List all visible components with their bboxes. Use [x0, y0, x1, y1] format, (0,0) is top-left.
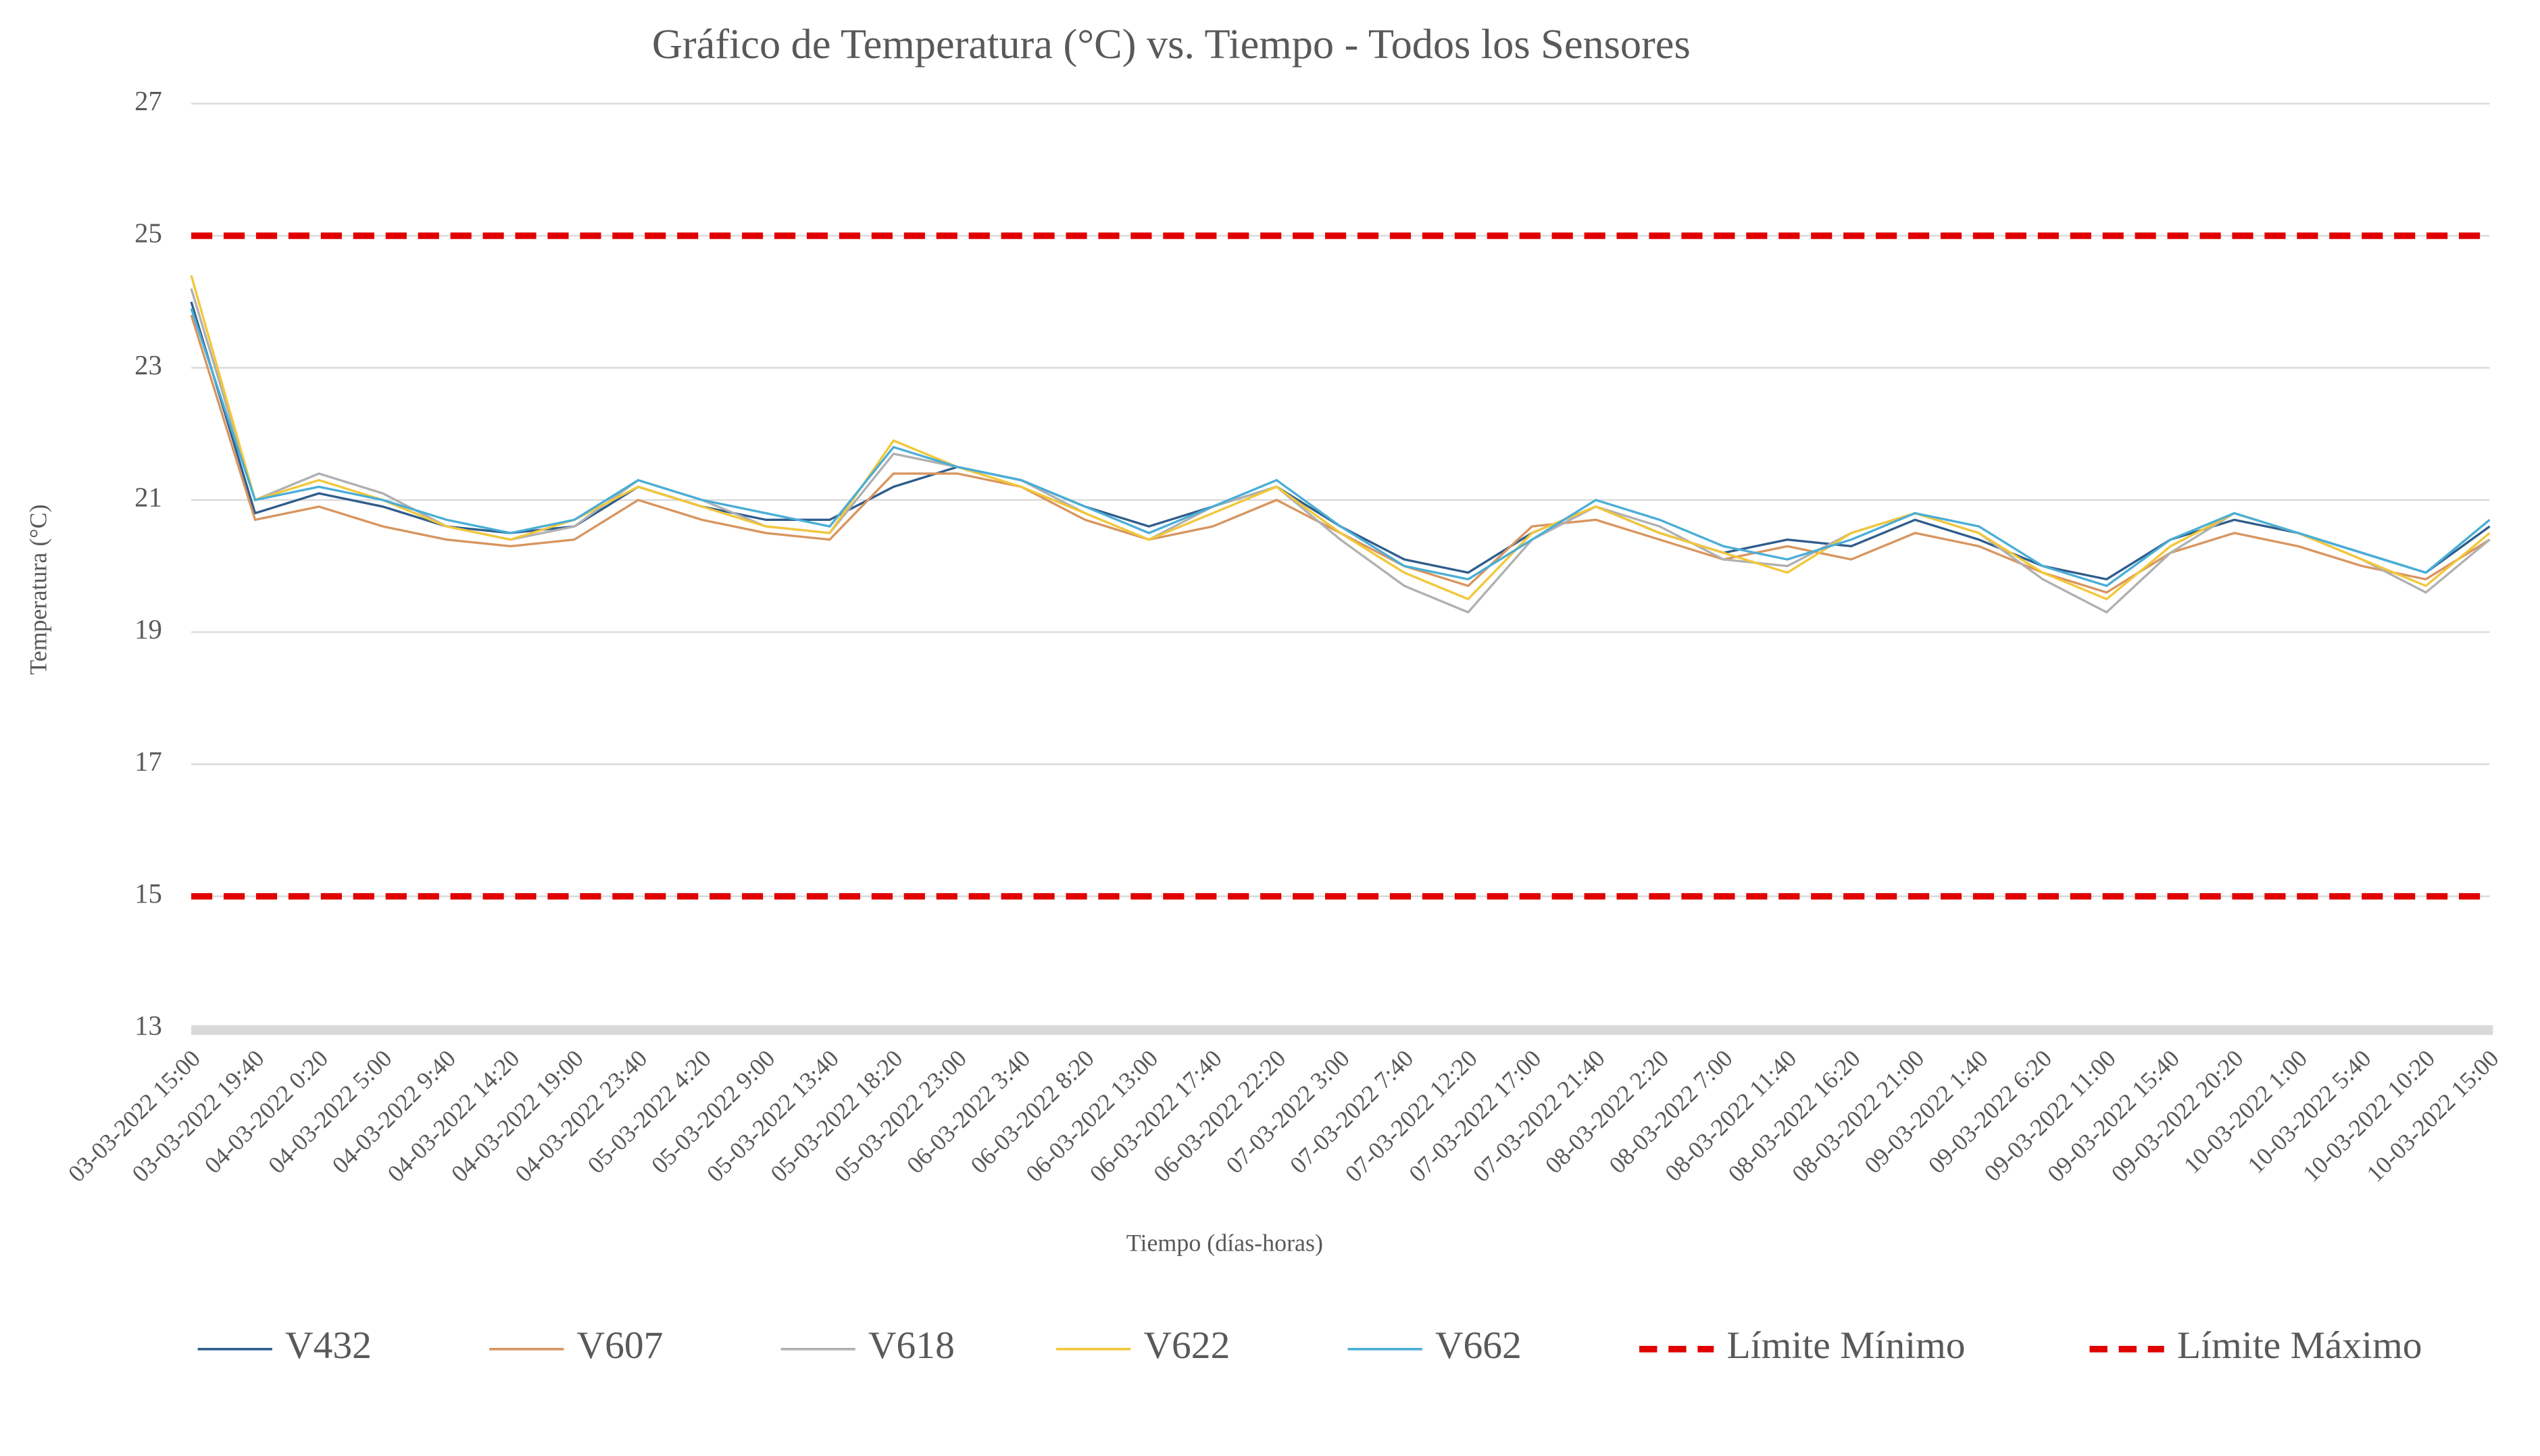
- legend-label: V662: [1435, 1324, 1522, 1367]
- series-line: [190, 307, 2491, 587]
- legend-label: V432: [285, 1324, 372, 1367]
- legend-label: V607: [577, 1324, 664, 1367]
- y-axis-label: Temperatura (°C): [24, 504, 51, 674]
- y-tick-label: 23: [134, 350, 162, 380]
- y-tick-label: 17: [134, 746, 162, 776]
- y-tick-label: 25: [134, 218, 162, 248]
- y-tick-label: 19: [134, 614, 162, 645]
- y-tick-label: 27: [134, 86, 162, 116]
- series-line: [190, 288, 2491, 614]
- legend-label: V622: [1144, 1324, 1230, 1367]
- legend-label: Límite Máximo: [2177, 1324, 2422, 1367]
- y-tick-label: 21: [134, 482, 162, 512]
- chart-title: Gráfico de Temperatura (°C) vs. Tiempo -…: [652, 21, 1691, 68]
- y-tick-label: 15: [134, 878, 162, 909]
- y-tick-label: 13: [134, 1011, 162, 1041]
- legend-label: V618: [868, 1324, 955, 1367]
- legend-label: Límite Mínimo: [1726, 1324, 1965, 1367]
- x-axis-label: Tiempo (días-horas): [1126, 1230, 1323, 1257]
